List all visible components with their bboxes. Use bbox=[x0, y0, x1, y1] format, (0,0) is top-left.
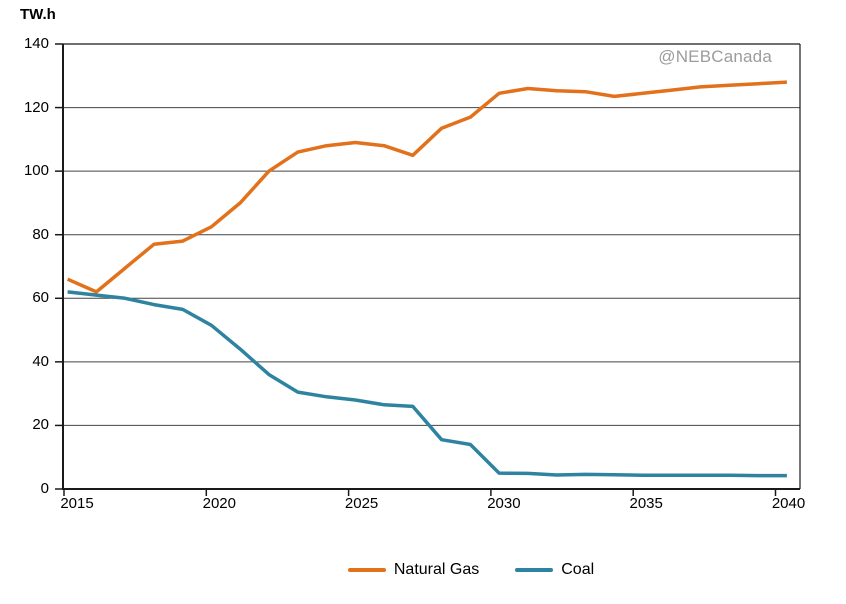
legend: Natural Gas Coal bbox=[48, 561, 846, 579]
y-tick-label: 0 bbox=[40, 480, 49, 497]
y-tick-label: 80 bbox=[32, 225, 49, 243]
legend-item-natural-gas: Natural Gas bbox=[347, 561, 480, 579]
legend-label-natural-gas: Natural Gas bbox=[393, 561, 480, 578]
series-line-coal bbox=[67, 290, 787, 478]
y-axis-unit-label: TW.h bbox=[20, 6, 56, 23]
y-tick-label: 20 bbox=[32, 416, 49, 434]
x-tick-label: 2025 bbox=[344, 495, 379, 512]
watermark-text: @NEBCanada bbox=[658, 47, 772, 66]
x-tick-label: 2040 bbox=[771, 495, 806, 512]
y-tick-label: 140 bbox=[23, 35, 49, 52]
x-tick-label: 2020 bbox=[202, 495, 236, 512]
x-tick-label: 2015 bbox=[60, 495, 94, 512]
x-tick-label: 2035 bbox=[629, 495, 663, 512]
y-tick-label: 100 bbox=[23, 162, 49, 180]
y-tick-label: 60 bbox=[32, 289, 49, 307]
legend-label-coal: Coal bbox=[561, 561, 595, 578]
natural-gas-line-swatch bbox=[347, 568, 386, 572]
coal-line-swatch bbox=[515, 568, 554, 572]
x-tick-label: 2030 bbox=[487, 495, 521, 512]
y-tick-label: 120 bbox=[23, 98, 49, 116]
legend-item-coal: Coal bbox=[515, 561, 594, 579]
series-line-natural-gas bbox=[66, 80, 787, 294]
y-tick-label: 40 bbox=[32, 352, 49, 370]
